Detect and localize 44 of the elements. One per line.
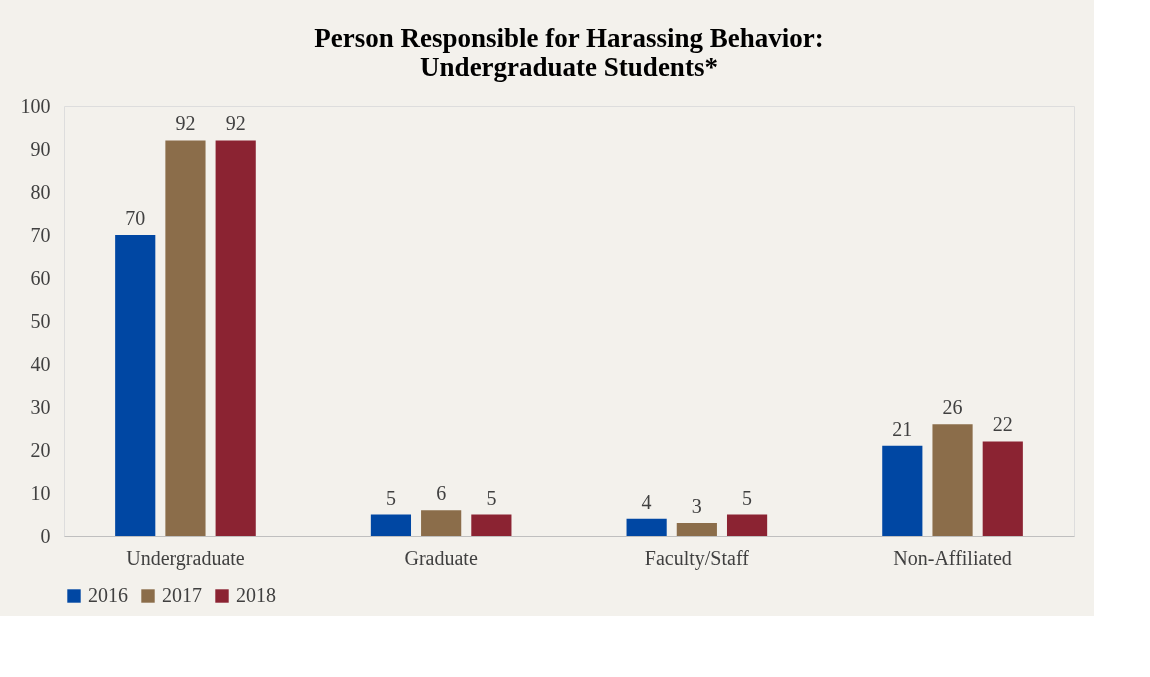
text: Undergraduate Students*: [420, 52, 718, 82]
data-label: 22: [992, 413, 1013, 436]
data-label: 92: [225, 112, 246, 135]
y-tick-label: 60: [30, 266, 51, 289]
bar: [471, 514, 512, 536]
y-tick-label: 20: [30, 438, 51, 461]
y-tick-label: 40: [30, 352, 51, 375]
bar: [676, 523, 717, 536]
text: Person Responsible for Harassing Behavior:: [314, 23, 824, 53]
x-tick-label: Graduate: [404, 546, 478, 569]
data-label: 92: [175, 112, 196, 135]
y-tick-label: 10: [30, 481, 51, 504]
x-tick-label: Non-Affiliated: [893, 546, 1012, 569]
legend-label: 2017: [162, 584, 202, 606]
legend-label: 2016: [88, 584, 128, 606]
y-tick-label: 30: [30, 395, 51, 418]
data-label: 70: [125, 207, 146, 229]
bar: [215, 140, 256, 536]
bar: [932, 424, 973, 536]
bar: [726, 514, 768, 536]
y-tick-label: 0: [40, 524, 51, 547]
data-label: 5: [742, 486, 753, 509]
legend-label: 2018: [236, 584, 276, 606]
data-label: 26: [942, 396, 963, 419]
data-label: 5: [486, 486, 497, 509]
data-label: 4: [641, 490, 652, 513]
y-tick-label: 80: [30, 180, 51, 203]
x-tick-label: Faculty/Staff: [644, 546, 750, 570]
data-label: 5: [385, 486, 396, 509]
data-label: 6: [436, 482, 447, 505]
bar: [370, 514, 412, 536]
y-tick-label: 50: [30, 309, 51, 332]
bar: [982, 441, 1023, 536]
bar: [882, 445, 923, 536]
x-tick-label: Undergraduate: [126, 546, 245, 570]
y-tick-label: 90: [30, 137, 51, 160]
y-tick-label: 100: [20, 94, 51, 117]
bar: [165, 140, 206, 536]
data-label: 21: [892, 417, 913, 440]
bar: [421, 510, 462, 536]
bar: [626, 518, 667, 536]
bar: [115, 235, 156, 536]
data-label: 3: [691, 495, 702, 518]
y-tick-label: 70: [30, 223, 51, 246]
